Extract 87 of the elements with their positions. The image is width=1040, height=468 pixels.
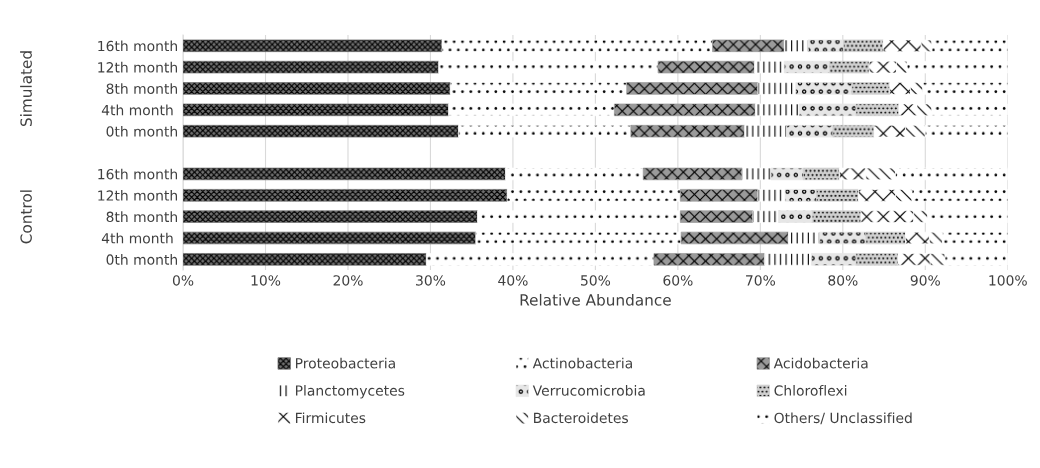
bar	[183, 210, 478, 223]
bar	[477, 210, 681, 223]
legend-label: Firmicutes	[295, 412, 366, 424]
bar	[741, 167, 772, 181]
x-tick-label: 50%	[581, 275, 611, 286]
bar	[183, 124, 459, 138]
bar	[448, 103, 615, 117]
y-tick-label: 4th month	[101, 104, 173, 116]
bar	[183, 60, 440, 74]
bar	[802, 167, 840, 181]
x-tick-label: 30%	[416, 275, 446, 286]
bar	[764, 253, 812, 266]
legend-label: Proteobacteria	[295, 357, 395, 369]
bar	[851, 82, 891, 95]
bar	[626, 82, 759, 95]
x-tick-label: 10%	[251, 275, 281, 286]
x-tick-label: 0%	[172, 275, 194, 286]
bar	[438, 60, 659, 74]
bar	[770, 167, 804, 181]
bar	[183, 167, 506, 181]
x-axis-title: Relative Abundance	[520, 293, 671, 306]
bar	[505, 167, 644, 181]
bar	[183, 103, 449, 117]
y-tick-label: 12th month	[98, 61, 177, 73]
bar	[786, 124, 834, 138]
bar	[680, 210, 754, 223]
bar	[425, 253, 655, 266]
y-tick-label: 16th month	[98, 168, 177, 180]
bar	[783, 60, 830, 74]
bar	[183, 189, 508, 202]
legend-label: Chloroflexi	[774, 385, 847, 396]
bar	[855, 253, 899, 266]
x-tick-label: 20%	[333, 275, 363, 286]
y-tick-label: 8th month	[106, 83, 177, 94]
bar	[795, 82, 853, 95]
bar	[614, 103, 756, 117]
bar	[788, 231, 821, 245]
legend-label: Others/ Unclassified	[774, 412, 912, 425]
x-tick-label: 70%	[746, 275, 776, 286]
bar	[811, 253, 857, 266]
y-tick-label: 16th month	[98, 40, 177, 52]
bar	[843, 39, 884, 52]
bar	[653, 253, 765, 266]
bar	[755, 103, 800, 117]
bar	[798, 103, 857, 117]
y-tick-label: 12th month	[98, 190, 177, 201]
bar	[807, 39, 844, 52]
legend-label: Actinobacteria	[532, 357, 632, 369]
bar	[458, 124, 632, 138]
x-tick-label: 60%	[663, 275, 693, 286]
bar	[754, 60, 785, 74]
legend-label: Verrucomicrobia	[532, 385, 645, 396]
x-tick-label: 80%	[828, 275, 858, 286]
bar	[475, 231, 682, 245]
x-tick-label: 100%	[989, 275, 1027, 286]
bar	[783, 39, 809, 52]
bar	[183, 39, 443, 52]
text: Simulated	[20, 51, 32, 127]
y-tick-label: 8th month	[106, 211, 177, 223]
legend-label: Acidobacteria	[773, 357, 868, 369]
bar	[657, 60, 755, 74]
bar	[183, 82, 451, 95]
legend-label: Bacteroidetes	[534, 412, 629, 424]
bar	[680, 231, 789, 245]
bar	[712, 39, 785, 52]
bar	[630, 124, 746, 138]
y-tick-label: 0th month	[106, 254, 177, 265]
bar	[183, 253, 427, 266]
bar	[642, 167, 743, 181]
x-tick-label: 40%	[498, 275, 528, 286]
bar	[744, 124, 788, 138]
y-tick-label: 0th month	[106, 125, 177, 137]
bar	[819, 231, 867, 245]
bar	[441, 39, 713, 52]
bar	[506, 189, 681, 202]
bar	[778, 210, 813, 223]
bar	[855, 103, 900, 117]
bar	[752, 210, 779, 223]
bar	[449, 82, 628, 95]
bar	[784, 189, 817, 202]
legend-label: Planctomycetes	[295, 385, 405, 399]
bar	[865, 231, 906, 245]
y-tick-label: 4th month	[101, 232, 173, 244]
bar	[183, 231, 477, 245]
bar	[680, 189, 759, 202]
x-tick-label: 90%	[910, 275, 940, 286]
text: Control	[20, 190, 32, 244]
